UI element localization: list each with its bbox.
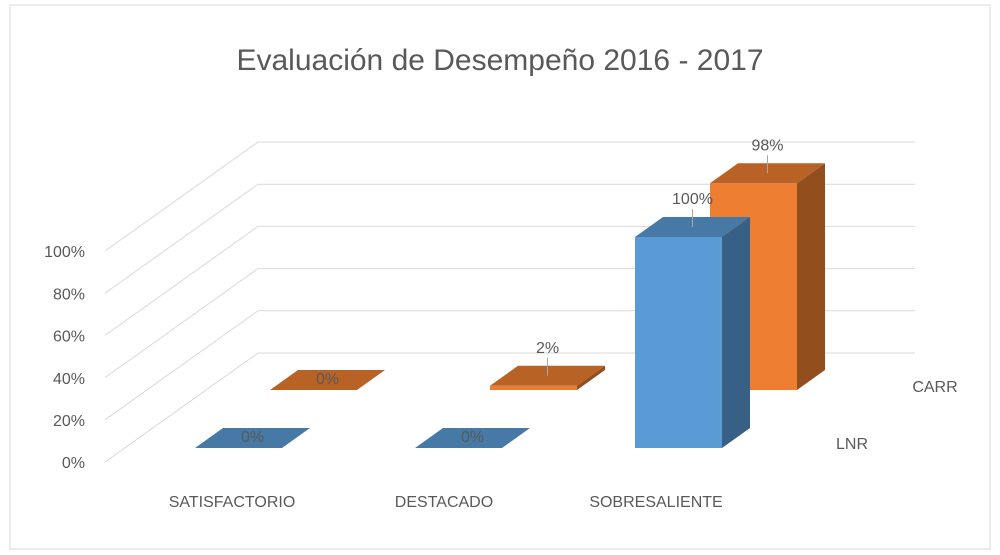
y-tick-label: 0% (62, 455, 85, 472)
bar-side (577, 365, 605, 390)
y-tick-label: 80% (53, 286, 85, 303)
y-tick-label: 100% (44, 244, 85, 261)
bar (270, 370, 385, 390)
bar (415, 428, 530, 448)
data-label: 100% (672, 191, 713, 208)
data-label: 0% (461, 429, 484, 446)
grid-line (104, 141, 915, 252)
grid-line (104, 183, 915, 294)
bar-top (195, 428, 310, 448)
x-tick-label: SOBRESALIENTE (589, 494, 722, 511)
bar (195, 428, 310, 448)
bar-side (797, 163, 825, 390)
y-tick-label: 20% (53, 413, 85, 430)
data-label: 2% (536, 340, 559, 357)
bar-front (635, 237, 722, 448)
data-label: 0% (241, 429, 264, 446)
chart-border (9, 4, 991, 550)
data-label: 98% (751, 137, 783, 154)
x-tick-label: SATISFACTORIO (169, 494, 296, 511)
legend-label: CARR (912, 379, 957, 396)
data-label: 0% (316, 371, 339, 388)
chart-title: Evaluación de Desempeño 2016 - 2017 (236, 44, 763, 77)
bar-front (490, 385, 577, 390)
y-tick-label: 60% (53, 329, 85, 346)
legend-label: LNR (836, 436, 868, 453)
bar-side (722, 217, 750, 448)
bar-top (270, 370, 385, 390)
x-tick-label: DESTACADO (395, 494, 493, 511)
bar (635, 217, 750, 448)
bar-top (415, 428, 530, 448)
y-tick-label: 40% (53, 371, 85, 388)
